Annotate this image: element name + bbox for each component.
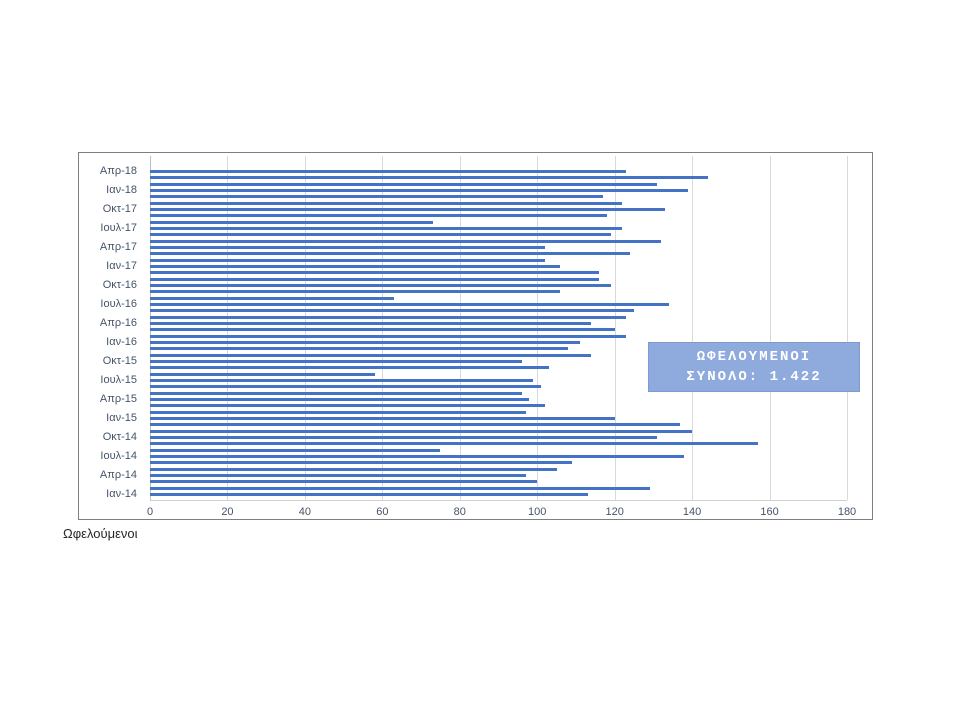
bar-Αυγ-15 xyxy=(150,372,375,376)
y-axis-label-Απρ-15: Απρ-15 xyxy=(99,392,137,405)
annotation-total: ΣΥΝΟΛΟ: 1.422 xyxy=(686,369,822,385)
bar-Αυγ-16 xyxy=(150,296,394,300)
bar-Νοε-16 xyxy=(150,277,600,281)
y-axis-label-Ιαν-16: Ιαν-16 xyxy=(106,335,137,348)
bar-Σεπ-15 xyxy=(150,366,549,370)
bar-Δεκ-17 xyxy=(150,195,604,199)
gridline-160 xyxy=(769,156,771,500)
gridline-20 xyxy=(227,156,229,500)
y-axis-label-Απρ-14: Απρ-14 xyxy=(99,468,137,481)
bar-Μαρ-15 xyxy=(150,404,545,408)
x-tick-label: 20 xyxy=(221,506,234,518)
y-axis-label-Ιαν-17: Ιαν-17 xyxy=(106,259,137,272)
y-axis-label-Ιουλ-16: Ιουλ-16 xyxy=(100,297,137,310)
bar-Ιουν-17 xyxy=(150,233,611,237)
bar-Φεβ-15 xyxy=(150,410,526,414)
bar-Απρ-14 xyxy=(150,473,526,477)
total-annotation-box: ΩΦΕΛΟΥΜΕΝΟΙ ΣΥΝΟΛΟ: 1.422 xyxy=(648,342,860,392)
bar-Ιουν-15 xyxy=(150,385,542,389)
bar-Φεβ-17 xyxy=(150,258,545,262)
x-tick-label: 80 xyxy=(453,506,466,518)
gridline-140 xyxy=(692,156,694,500)
bar-Ιουλ-17 xyxy=(150,226,623,230)
bar-Ιαν-16 xyxy=(150,340,580,344)
x-tick-label: 0 xyxy=(146,506,154,518)
x-tick-label: 40 xyxy=(298,506,311,518)
y-axis-label-Οκτ-14: Οκτ-14 xyxy=(102,430,137,443)
y-axis-label-Απρ-16: Απρ-16 xyxy=(99,316,137,329)
x-tick-label: 120 xyxy=(605,506,624,518)
annotation-title: ΩΦΕΛΟΥΜΕΝΟΙ xyxy=(696,349,812,365)
bar-Φεβ-14 xyxy=(150,486,650,490)
x-tick-label: 180 xyxy=(837,506,857,518)
bar-Ιουλ-14 xyxy=(150,454,685,458)
gridline-80 xyxy=(459,156,461,500)
gridline-100 xyxy=(537,156,539,500)
bar-Φεβ-18 xyxy=(150,182,658,186)
y-axis-label-Ιαν-18: Ιαν-18 xyxy=(106,183,137,196)
bar-Μαρ-16 xyxy=(150,328,615,332)
bar-Δεκ-15 xyxy=(150,347,569,351)
y-axis-label-Ιουλ-14: Ιουλ-14 xyxy=(100,449,137,462)
bar-Σεπ-17 xyxy=(150,214,607,218)
bar-Ιουν-14 xyxy=(150,461,573,465)
bar-Απρ-18 xyxy=(150,170,627,173)
y-axis-label-Οκτ-17: Οκτ-17 xyxy=(102,202,137,215)
x-tick-label: 160 xyxy=(760,506,779,518)
bar-Ιουλ-15 xyxy=(150,378,534,382)
bar-chart-frame: Απρ-18 Ιαν-18 Οκτ-17 Ιουλ-17 Απρ-17 Ιαν-17 Οκτ… xyxy=(78,152,873,520)
y-axis-label-Οκτ-16: Οκτ-16 xyxy=(102,278,137,291)
x-tick-label: 60 xyxy=(376,506,389,518)
x-tick-label: 140 xyxy=(682,506,702,518)
bar-Οκτ-16 xyxy=(150,283,611,287)
x-axis-line xyxy=(150,500,847,501)
bar-Νοε-17 xyxy=(150,201,623,205)
gridline-40 xyxy=(304,156,306,500)
bar-Νοε-14 xyxy=(150,429,693,433)
gridline-60 xyxy=(382,156,384,500)
bar-Οκτ-15 xyxy=(150,359,522,363)
bar-Σεπ-14 xyxy=(150,442,758,446)
bar-Μαρ-14 xyxy=(150,480,538,484)
gridline-0 xyxy=(150,156,151,500)
bar-Ιουν-16 xyxy=(150,309,635,313)
bar-Ιαν-15 xyxy=(150,416,615,420)
bar-Ιαν-17 xyxy=(150,264,561,268)
bar-Νοε-15 xyxy=(150,353,592,357)
y-axis-label-Οκτ-15: Οκτ-15 xyxy=(102,354,137,367)
bar-Μαϊ-16 xyxy=(150,315,627,319)
y-axis-label-Απρ-18: Απρ-18 xyxy=(99,165,137,177)
gridline-120 xyxy=(614,156,616,500)
bar-Ιαν-14 xyxy=(150,492,588,496)
y-axis-label-Ιαν-15: Ιαν-15 xyxy=(106,411,137,424)
bar-Μαϊ-15 xyxy=(150,391,522,395)
gridline-180 xyxy=(847,156,848,500)
bar-Απρ-17 xyxy=(150,245,545,249)
bar-Ιαν-18 xyxy=(150,188,689,192)
y-axis-label-Απρ-17: Απρ-17 xyxy=(99,240,137,253)
bar-Ιουλ-16 xyxy=(150,302,669,306)
y-axis-label-Ιαν-14: Ιαν-14 xyxy=(106,487,137,500)
y-axis-label-Ιουλ-17: Ιουλ-17 xyxy=(100,221,137,234)
bar-Οκτ-14 xyxy=(150,435,658,439)
bar-Δεκ-14 xyxy=(150,423,681,427)
bar-Απρ-15 xyxy=(150,397,530,401)
bar-Φεβ-16 xyxy=(150,334,627,338)
chart-title: Ωφελούμενοι xyxy=(63,526,138,541)
bar-Απρ-16 xyxy=(150,321,592,325)
bar-Δεκ-16 xyxy=(150,271,600,275)
bar-Αυγ-17 xyxy=(150,220,433,224)
bar-Μαϊ-14 xyxy=(150,467,557,471)
y-axis-label-Ιουλ-15: Ιουλ-15 xyxy=(100,373,137,386)
bar-Μαρ-17 xyxy=(150,252,631,256)
bar-Αυγ-14 xyxy=(150,448,441,452)
bar-Σεπ-16 xyxy=(150,290,561,294)
x-tick-label: 100 xyxy=(528,506,547,518)
bar-Μαϊ-17 xyxy=(150,239,662,243)
bar-Μαρ-18 xyxy=(150,176,708,180)
bar-Οκτ-17 xyxy=(150,207,665,211)
